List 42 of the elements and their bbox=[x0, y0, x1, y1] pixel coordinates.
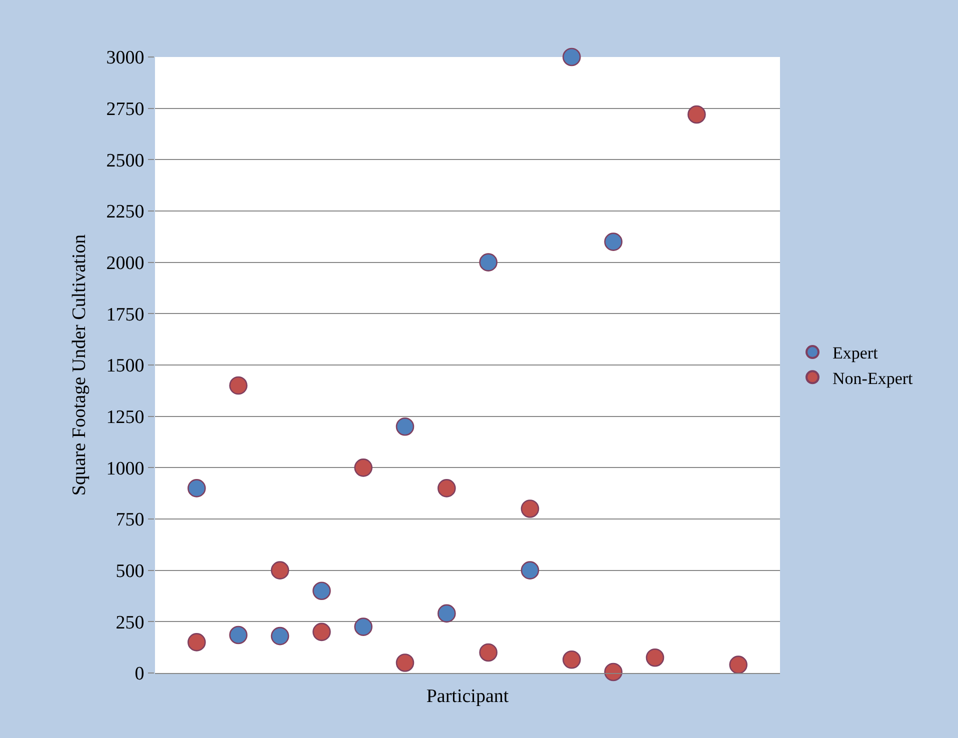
y-tick-label: 2000 bbox=[106, 252, 144, 274]
point bbox=[604, 662, 622, 682]
y-tick-label: 1500 bbox=[106, 356, 144, 377]
point bbox=[479, 253, 498, 272]
point bbox=[188, 479, 206, 498]
point bbox=[562, 650, 581, 669]
point bbox=[646, 648, 664, 667]
y-tick-label: 250 bbox=[116, 612, 144, 634]
y-tick-label: 2250 bbox=[106, 202, 144, 223]
point bbox=[396, 654, 414, 672]
point bbox=[312, 582, 331, 600]
y-tick-label: 2500 bbox=[106, 150, 144, 172]
point bbox=[396, 417, 414, 436]
point bbox=[270, 561, 290, 580]
y-tick-label: 500 bbox=[116, 560, 144, 582]
point bbox=[312, 622, 331, 642]
x-axis-title: Participant bbox=[426, 686, 510, 707]
legend-label: Expert bbox=[832, 344, 878, 363]
point bbox=[688, 105, 706, 124]
point bbox=[188, 633, 206, 652]
point bbox=[354, 618, 372, 636]
point bbox=[729, 656, 748, 674]
point bbox=[229, 376, 248, 395]
y-tick-label: 0 bbox=[134, 664, 144, 685]
y-tick-label: 1000 bbox=[106, 458, 144, 480]
y-tick-label: 750 bbox=[116, 510, 144, 531]
legend-label: Non-Expert bbox=[832, 368, 914, 388]
point bbox=[438, 604, 456, 623]
y-tick-label: 1250 bbox=[106, 406, 144, 428]
y-tick-label: 1750 bbox=[106, 304, 144, 326]
y-tick-label: 2750 bbox=[106, 98, 144, 120]
point bbox=[438, 479, 456, 498]
point bbox=[479, 643, 498, 662]
y-tick-label: 3000 bbox=[106, 48, 144, 69]
point bbox=[562, 48, 581, 66]
point bbox=[229, 626, 248, 644]
point bbox=[520, 500, 540, 518]
y-axis-title: Square Footage Under Cultivation bbox=[69, 234, 90, 496]
point bbox=[604, 232, 622, 251]
point bbox=[270, 626, 290, 646]
point bbox=[354, 458, 372, 477]
point bbox=[520, 561, 540, 580]
